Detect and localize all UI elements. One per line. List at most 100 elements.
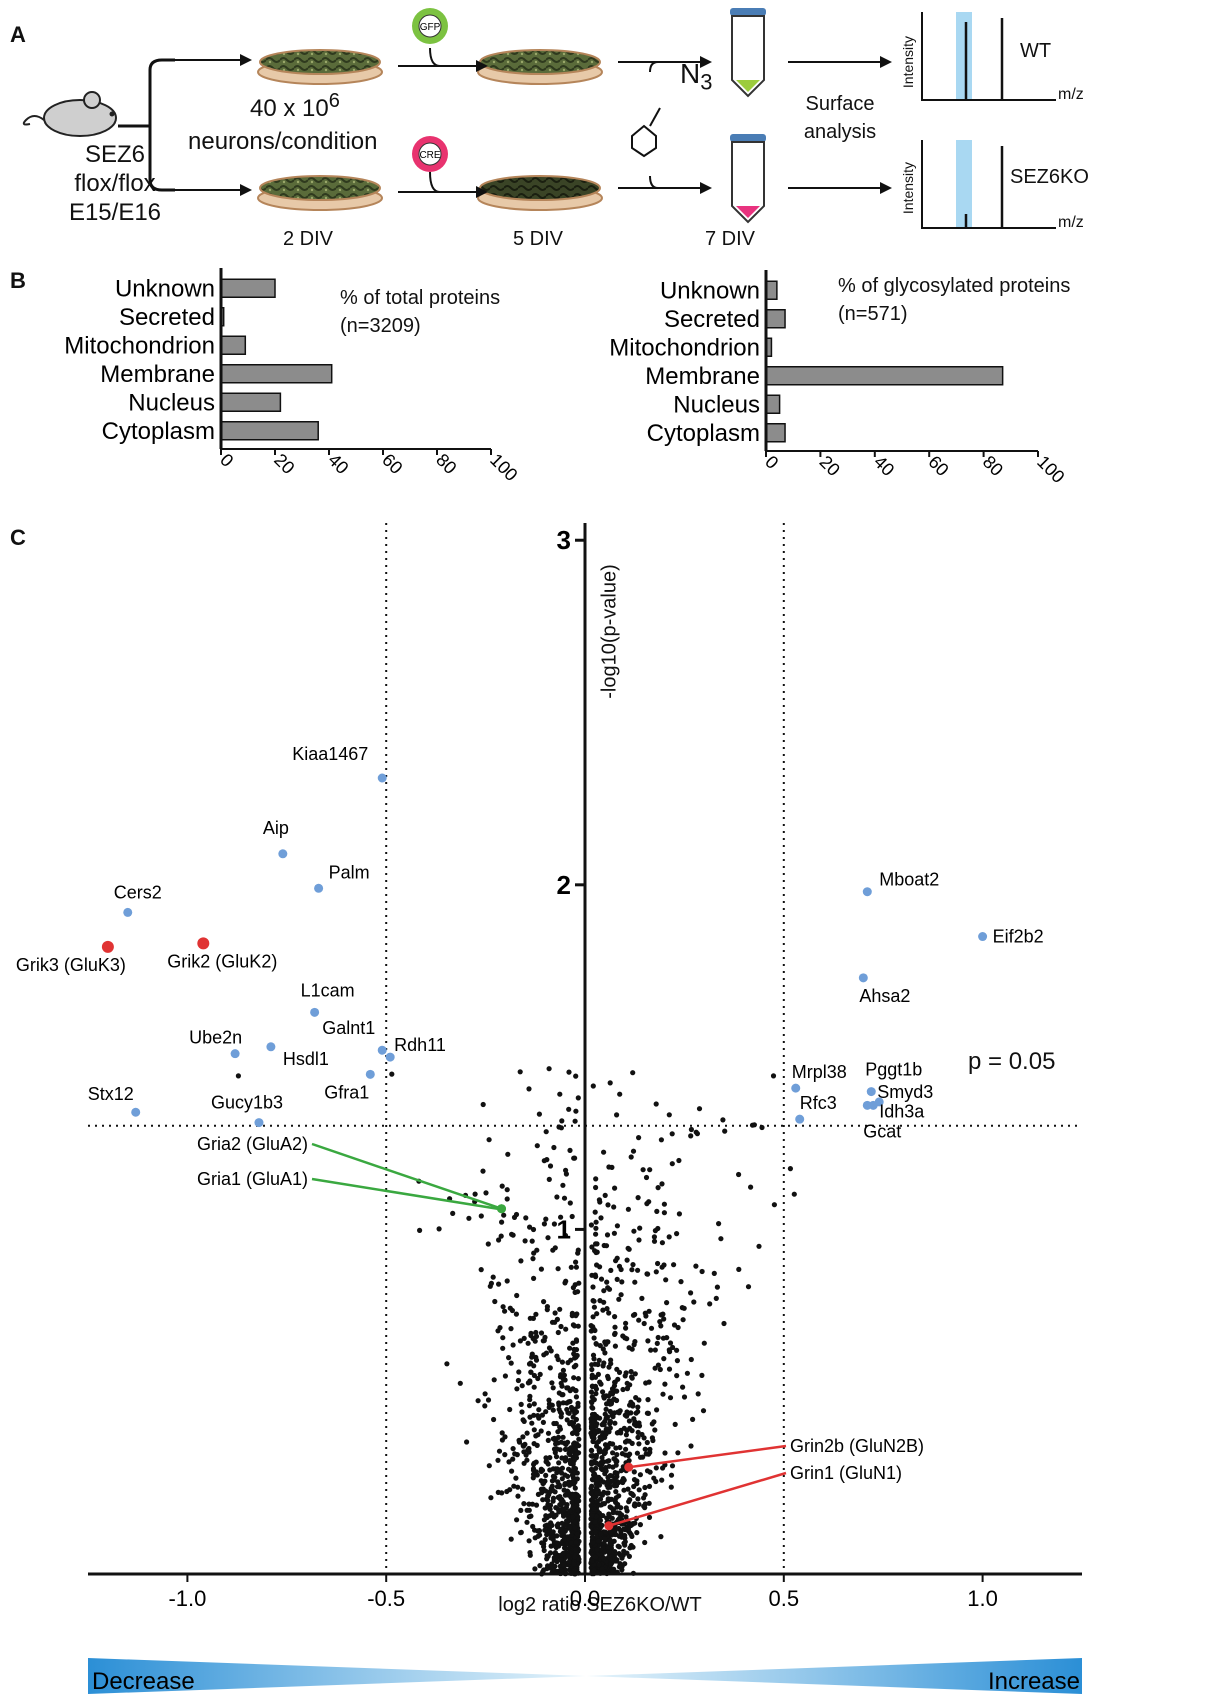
data-point xyxy=(561,1536,567,1542)
data-point xyxy=(560,1400,566,1406)
data-point xyxy=(518,1507,524,1513)
data-point xyxy=(593,1391,599,1397)
data-point xyxy=(645,1271,651,1277)
cre-virus-icon: CRE xyxy=(412,136,448,172)
spectrum-ko-xlabel: m/z xyxy=(1058,214,1084,231)
data-point xyxy=(787,1166,794,1172)
data-point xyxy=(543,1216,549,1222)
bar2-title: % of glycosylated proteins xyxy=(838,275,1071,297)
data-point xyxy=(572,1446,578,1452)
data-point xyxy=(605,1444,611,1450)
surface-line-2: analysis xyxy=(803,121,877,143)
data-point xyxy=(631,1477,638,1483)
data-point xyxy=(616,1263,623,1269)
bar xyxy=(220,364,333,384)
data-point xyxy=(572,1524,578,1531)
neurons-per-condition: neurons/condition xyxy=(188,128,378,155)
data-point xyxy=(594,1241,600,1247)
data-point xyxy=(597,1298,603,1304)
data-point xyxy=(636,1135,642,1141)
data-point xyxy=(478,1213,484,1219)
time-5div: 5 DIV xyxy=(513,228,564,250)
data-point xyxy=(546,1404,552,1410)
data-point xyxy=(525,1447,531,1453)
data-point xyxy=(490,1274,496,1280)
data-point xyxy=(513,1211,520,1218)
data-point xyxy=(666,1234,672,1240)
data-point xyxy=(573,1259,579,1265)
data-point xyxy=(573,1264,580,1270)
data-point xyxy=(623,1325,629,1331)
highlighted-point xyxy=(377,1045,387,1055)
cre-virus-label: CRE xyxy=(419,150,440,161)
data-point xyxy=(617,1444,623,1451)
bar xyxy=(765,423,786,443)
data-point xyxy=(605,1373,611,1379)
data-point xyxy=(748,1184,754,1190)
data-point xyxy=(466,1215,472,1221)
data-point xyxy=(645,1410,652,1416)
data-point xyxy=(514,1292,520,1299)
data-point xyxy=(549,1510,555,1516)
data-point xyxy=(588,1222,595,1228)
data-point xyxy=(571,1351,577,1357)
data-point xyxy=(607,1401,613,1407)
data-point xyxy=(551,1144,557,1151)
data-point xyxy=(572,1355,578,1361)
data-point xyxy=(534,1143,540,1149)
data-point xyxy=(531,1250,537,1256)
data-point xyxy=(600,1389,606,1395)
data-point xyxy=(604,1458,611,1464)
data-point xyxy=(566,1559,572,1565)
data-point xyxy=(486,1137,492,1143)
data-point xyxy=(538,1428,544,1434)
data-point xyxy=(575,1095,581,1101)
data-point xyxy=(538,1330,545,1336)
data-point xyxy=(607,1473,613,1479)
data-point xyxy=(533,1502,540,1508)
data-point xyxy=(614,1112,620,1118)
data-point xyxy=(524,1430,530,1436)
neuron-count: 40 x 106 xyxy=(250,90,340,123)
data-point xyxy=(639,1295,645,1301)
data-point xyxy=(599,1565,605,1571)
data-point xyxy=(629,1375,635,1381)
data-point xyxy=(571,1561,577,1567)
data-point xyxy=(699,1372,705,1378)
data-point xyxy=(504,1196,510,1202)
data-point xyxy=(557,1424,563,1430)
data-point xyxy=(560,1376,567,1382)
data-point xyxy=(589,1411,596,1418)
volcano-y-tick-label: 3 xyxy=(557,525,571,555)
data-point xyxy=(568,1264,574,1270)
data-point xyxy=(657,1319,663,1325)
data-point xyxy=(589,1491,595,1497)
callout-leader-line xyxy=(311,1177,498,1210)
data-point xyxy=(524,1457,530,1463)
data-point xyxy=(436,1226,442,1232)
data-point xyxy=(486,1463,492,1469)
data-point xyxy=(540,1419,547,1425)
data-point xyxy=(590,1284,596,1290)
highlighted-point xyxy=(862,1100,872,1110)
data-point xyxy=(771,1202,778,1208)
callout-label: Gria2 (GluA2) xyxy=(197,1134,308,1154)
data-point xyxy=(531,1372,538,1379)
data-point xyxy=(655,1260,661,1267)
protein-label: Mrpl38 xyxy=(792,1062,847,1082)
data-point xyxy=(558,1411,565,1417)
increase-gradient xyxy=(586,1658,1082,1694)
data-point xyxy=(623,1320,629,1326)
data-point xyxy=(522,1441,528,1447)
data-point xyxy=(593,1176,599,1182)
data-point xyxy=(635,1496,641,1502)
data-point xyxy=(457,1380,463,1386)
mouse-icon xyxy=(22,91,117,137)
data-point xyxy=(532,1338,538,1344)
data-point xyxy=(642,1539,648,1546)
data-point xyxy=(655,1185,661,1191)
data-point xyxy=(506,1355,512,1361)
spectrum-wt-xlabel: m/z xyxy=(1058,86,1084,103)
data-point xyxy=(606,1364,612,1370)
data-point xyxy=(573,1347,580,1353)
